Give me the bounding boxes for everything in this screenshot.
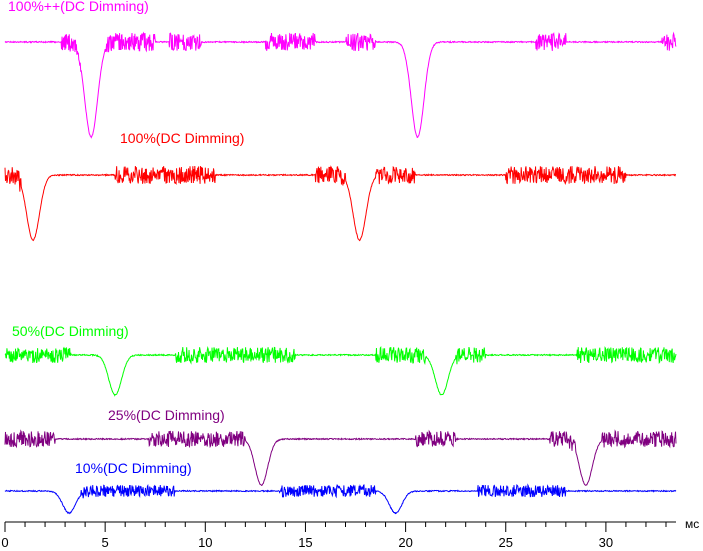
trace-group: [4, 31, 677, 515]
x-axis-unit-label: мс: [685, 517, 699, 531]
series-label: 100%++(DC Dimming): [8, 0, 149, 14]
series-line: [4, 429, 677, 486]
series-line: [4, 31, 677, 139]
series-label-group: 100%++(DC Dimming) 100%(DC Dimming) 50%(DC…: [8, 0, 244, 476]
series-line: [4, 346, 677, 397]
x-tick-label: 15: [298, 535, 312, 550]
series-label: 25%(DC Dimming): [108, 407, 225, 423]
x-tick-label: 25: [499, 535, 513, 550]
x-tick-label: 5: [102, 535, 109, 550]
x-tick-label: 30: [599, 535, 613, 550]
series-line: [4, 165, 677, 242]
x-tick-label: 0: [1, 535, 8, 550]
series-label: 10%(DC Dimming): [75, 460, 192, 476]
x-tick-label: 20: [398, 535, 412, 550]
series-line: [4, 483, 677, 515]
x-axis: 0 5 10 15 20 25 30: [1, 521, 676, 550]
series-label: 100%(DC Dimming): [120, 130, 244, 146]
x-tick-label: 10: [198, 535, 212, 550]
series-label: 50%(DC Dimming): [12, 323, 129, 339]
